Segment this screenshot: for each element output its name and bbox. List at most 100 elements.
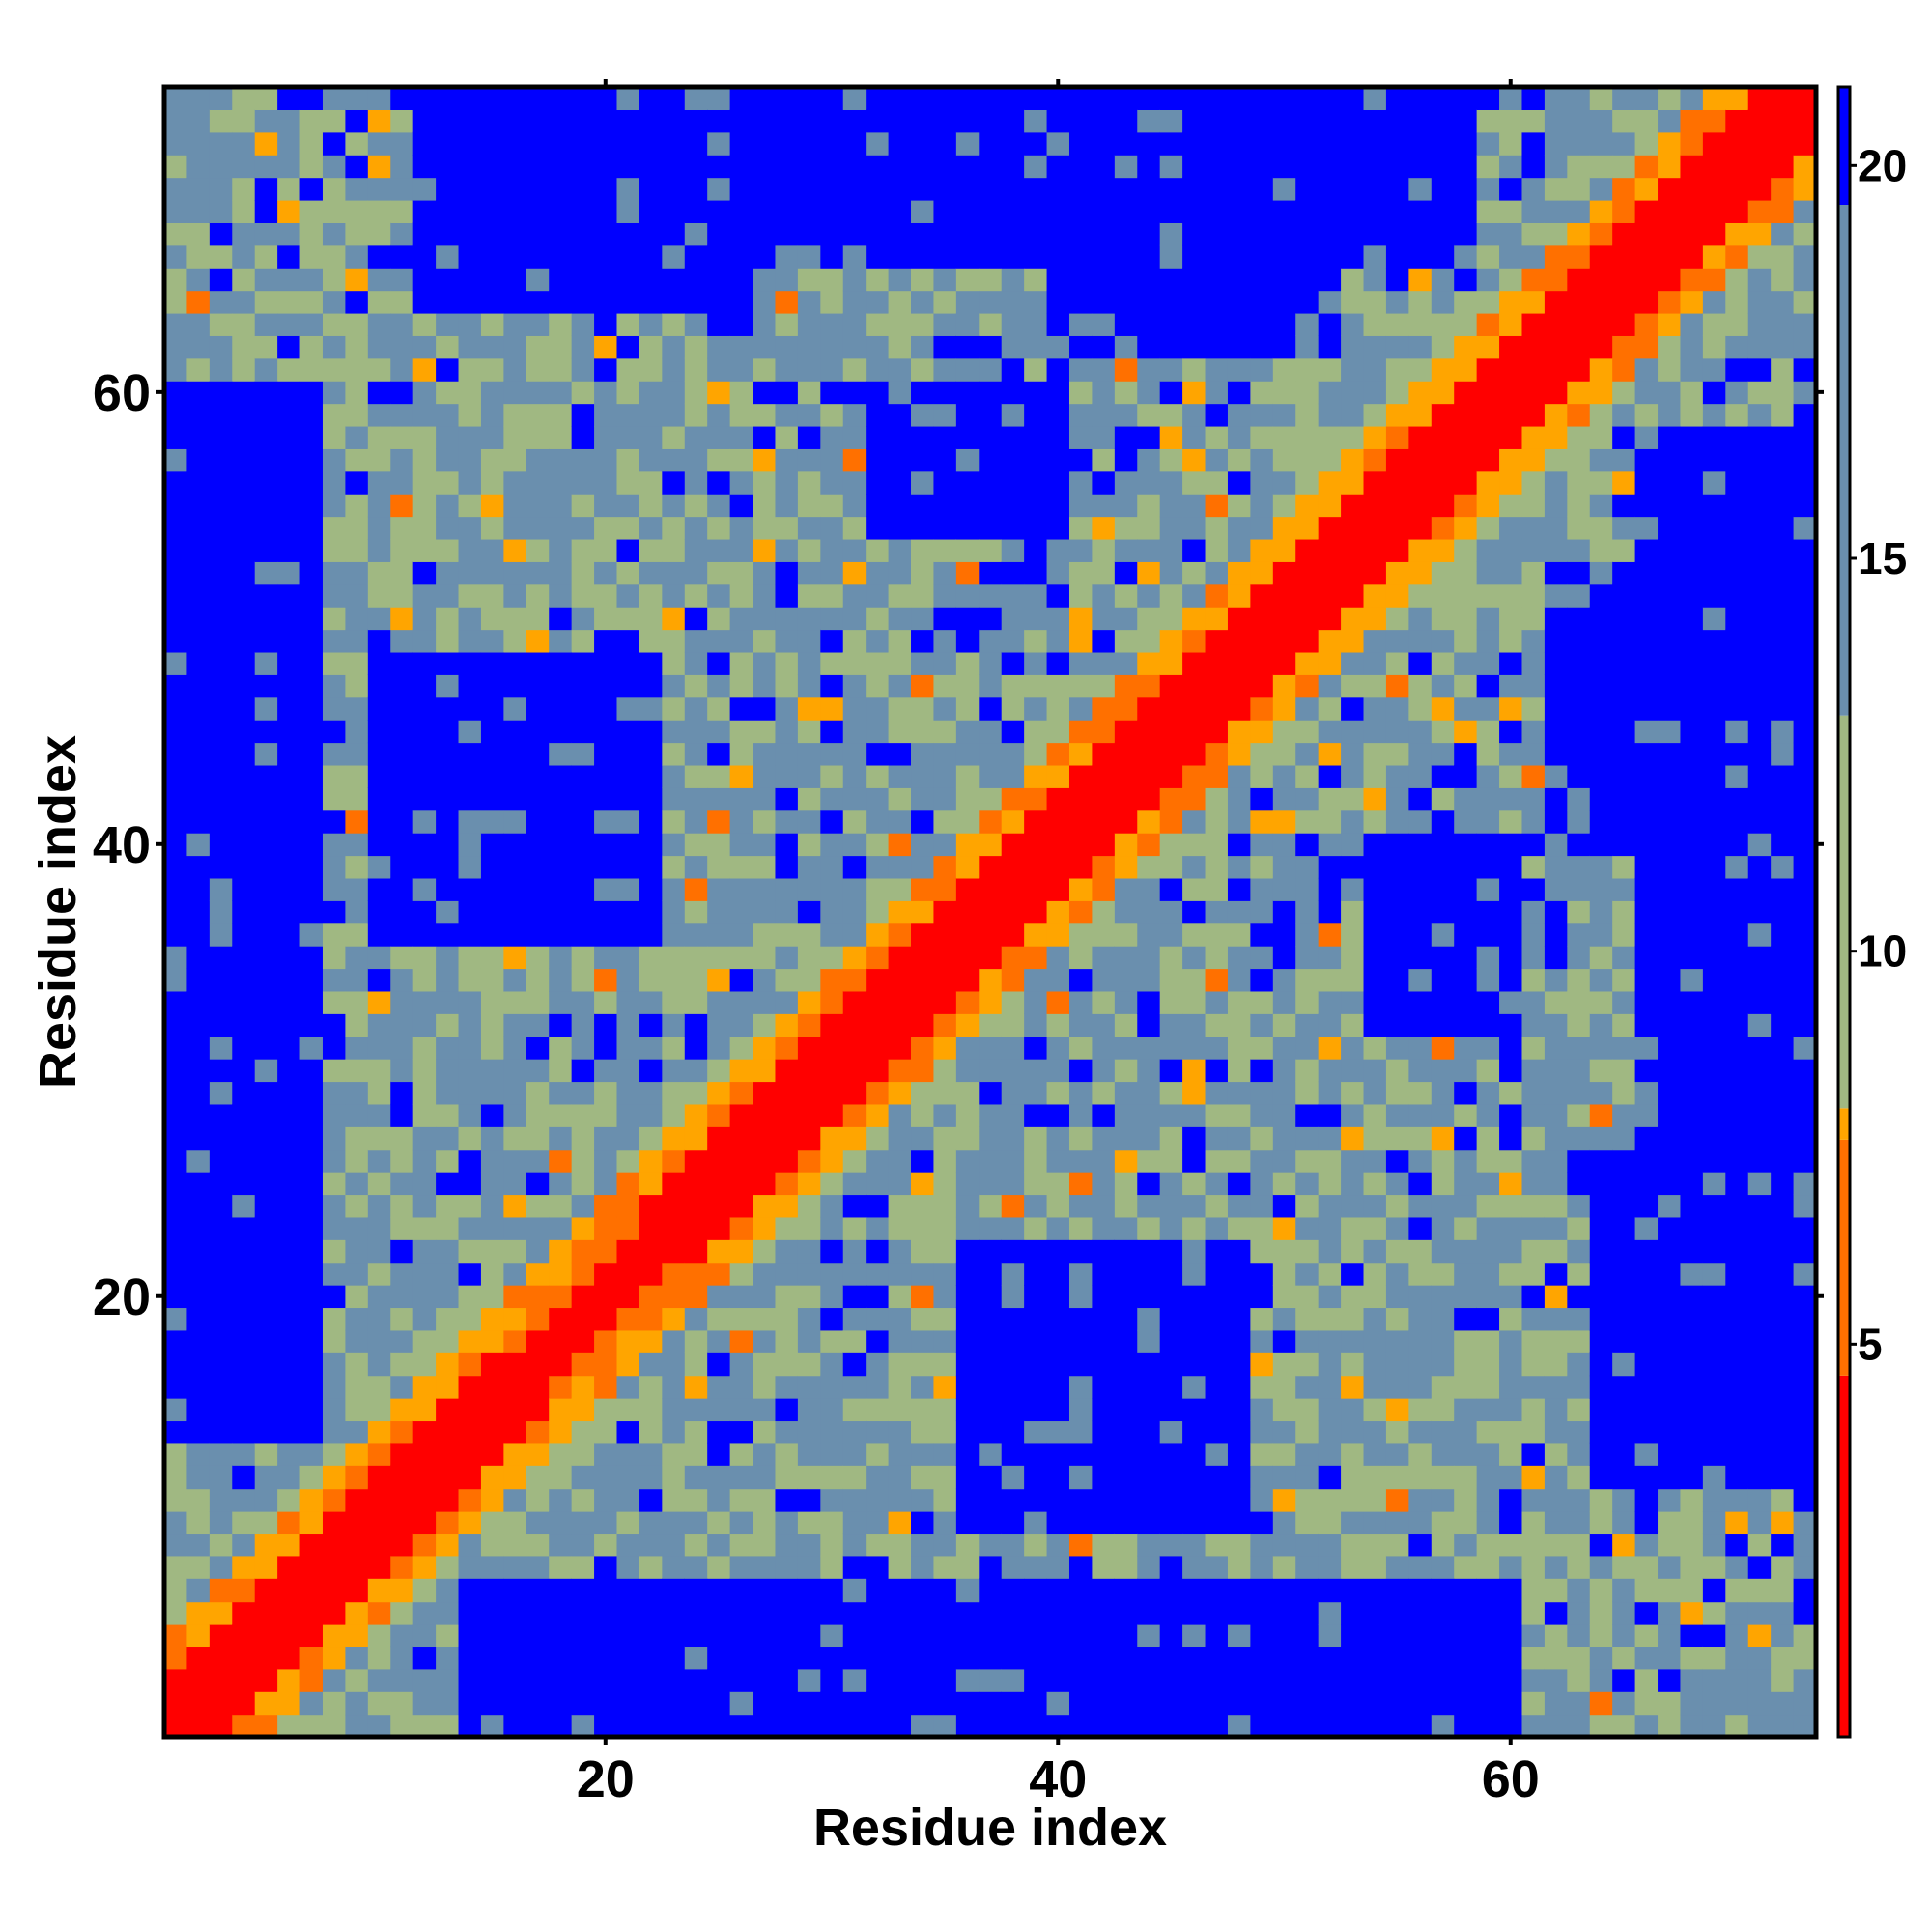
- heatmap-cell: [1658, 1398, 1682, 1422]
- heatmap-cell: [1476, 696, 1500, 721]
- heatmap-cell: [820, 696, 844, 721]
- heatmap-cell: [480, 312, 504, 336]
- heatmap-cell: [1612, 946, 1636, 970]
- heatmap-cell: [1521, 1352, 1546, 1377]
- heatmap-cell: [299, 1691, 324, 1716]
- heatmap-cell: [549, 583, 573, 608]
- heatmap-cell: [1499, 1624, 1523, 1648]
- heatmap-cell: [955, 199, 980, 223]
- heatmap-cell: [412, 1624, 437, 1648]
- heatmap-cell: [797, 1194, 821, 1218]
- heatmap-cell: [1612, 1126, 1636, 1151]
- heatmap-cell: [662, 764, 686, 788]
- heatmap-cell: [458, 1442, 482, 1466]
- heatmap-cell: [707, 833, 731, 857]
- heatmap-cell: [299, 787, 324, 811]
- heatmap-cell: [753, 1352, 777, 1377]
- heatmap-cell: [1341, 720, 1365, 744]
- heatmap-cell: [797, 381, 821, 405]
- heatmap-cell: [1159, 696, 1183, 721]
- heatmap-cell: [639, 787, 663, 811]
- heatmap-cell: [1068, 1059, 1094, 1083]
- heatmap-cell: [1521, 1285, 1546, 1309]
- heatmap-cell: [232, 855, 256, 879]
- heatmap-cell: [911, 561, 935, 585]
- heatmap-cell: [1205, 674, 1229, 698]
- heatmap-cell: [503, 87, 527, 110]
- heatmap-cell: [571, 583, 595, 608]
- heatmap-cell: [1114, 607, 1138, 631]
- heatmap-cell: [164, 1149, 188, 1173]
- heatmap-cell: [888, 1329, 912, 1353]
- heatmap-cell: [1272, 199, 1296, 223]
- heatmap-cell: [1001, 764, 1025, 788]
- heatmap-cell: [1024, 1624, 1048, 1648]
- heatmap-cell: [1182, 244, 1207, 269]
- heatmap-cell: [866, 923, 890, 947]
- heatmap-cell: [1363, 1465, 1387, 1490]
- heatmap-cell: [1182, 946, 1207, 970]
- heatmap-cell: [232, 1398, 256, 1422]
- heatmap-cell: [571, 87, 595, 110]
- heatmap-cell: [1092, 1465, 1116, 1490]
- heatmap-cell: [1001, 1013, 1025, 1037]
- heatmap-cell: [1227, 696, 1251, 721]
- heatmap-cell: [458, 1465, 482, 1490]
- heatmap-cell: [367, 1442, 391, 1466]
- heatmap-cell: [345, 1442, 369, 1466]
- heatmap-cell: [254, 1103, 278, 1127]
- heatmap-cell: [820, 900, 844, 924]
- heatmap-cell: [729, 720, 753, 744]
- heatmap-cell: [526, 1488, 550, 1512]
- heatmap-cell: [1046, 312, 1070, 336]
- heatmap-cell: [911, 1126, 935, 1151]
- heatmap-cell: [639, 651, 663, 675]
- heatmap-cell: [1589, 1081, 1613, 1105]
- heatmap-cell: [933, 1285, 957, 1309]
- heatmap-cell: [707, 1555, 731, 1579]
- heatmap-cell: [209, 1578, 233, 1603]
- heatmap-cell: [1521, 1013, 1546, 1037]
- heatmap-cell: [820, 561, 844, 585]
- heatmap-cell: [753, 199, 777, 223]
- heatmap-cell: [1318, 629, 1342, 653]
- heatmap-cell: [1521, 268, 1546, 292]
- heatmap-cell: [436, 155, 460, 179]
- heatmap-cell: [1702, 968, 1726, 992]
- heatmap-cell: [503, 357, 527, 382]
- heatmap-cell: [775, 946, 799, 970]
- heatmap-cell: [1680, 109, 1704, 133]
- heatmap-cell: [345, 131, 369, 156]
- heatmap-cell: [436, 810, 460, 834]
- heatmap-cell: [1295, 1578, 1320, 1603]
- heatmap-cell: [1499, 764, 1523, 788]
- heatmap-cell: [277, 381, 301, 405]
- heatmap-cell: [1385, 1149, 1409, 1173]
- heatmap-cell: [345, 244, 369, 269]
- heatmap-cell: [1205, 990, 1229, 1014]
- heatmap-cell: [1205, 1126, 1229, 1151]
- heatmap-cell: [322, 268, 346, 292]
- heatmap-cell: [933, 1646, 957, 1670]
- heatmap-cell: [1612, 1398, 1636, 1422]
- heatmap-cell: [571, 538, 595, 562]
- heatmap-cell: [662, 1691, 686, 1716]
- heatmap-cell: [1024, 131, 1048, 156]
- heatmap-cell: [186, 1239, 211, 1264]
- heatmap-cell: [571, 810, 595, 834]
- heatmap-cell: [1182, 448, 1207, 472]
- heatmap-cell: [911, 968, 935, 992]
- heatmap-cell: [684, 1420, 708, 1444]
- heatmap-cell: [1680, 1036, 1704, 1060]
- heatmap-cell: [820, 629, 844, 653]
- heatmap-cell: [1272, 357, 1296, 382]
- heatmap-cell: [1114, 1511, 1138, 1535]
- heatmap-cell: [1001, 561, 1025, 585]
- heatmap-cell: [1318, 1352, 1342, 1377]
- heatmap-cell: [186, 923, 211, 947]
- heatmap-cell: [684, 1013, 708, 1037]
- heatmap-cell: [1544, 1668, 1568, 1692]
- heatmap-cell: [1431, 312, 1455, 336]
- heatmap-cell: [436, 1646, 460, 1670]
- heatmap-cell: [412, 516, 437, 540]
